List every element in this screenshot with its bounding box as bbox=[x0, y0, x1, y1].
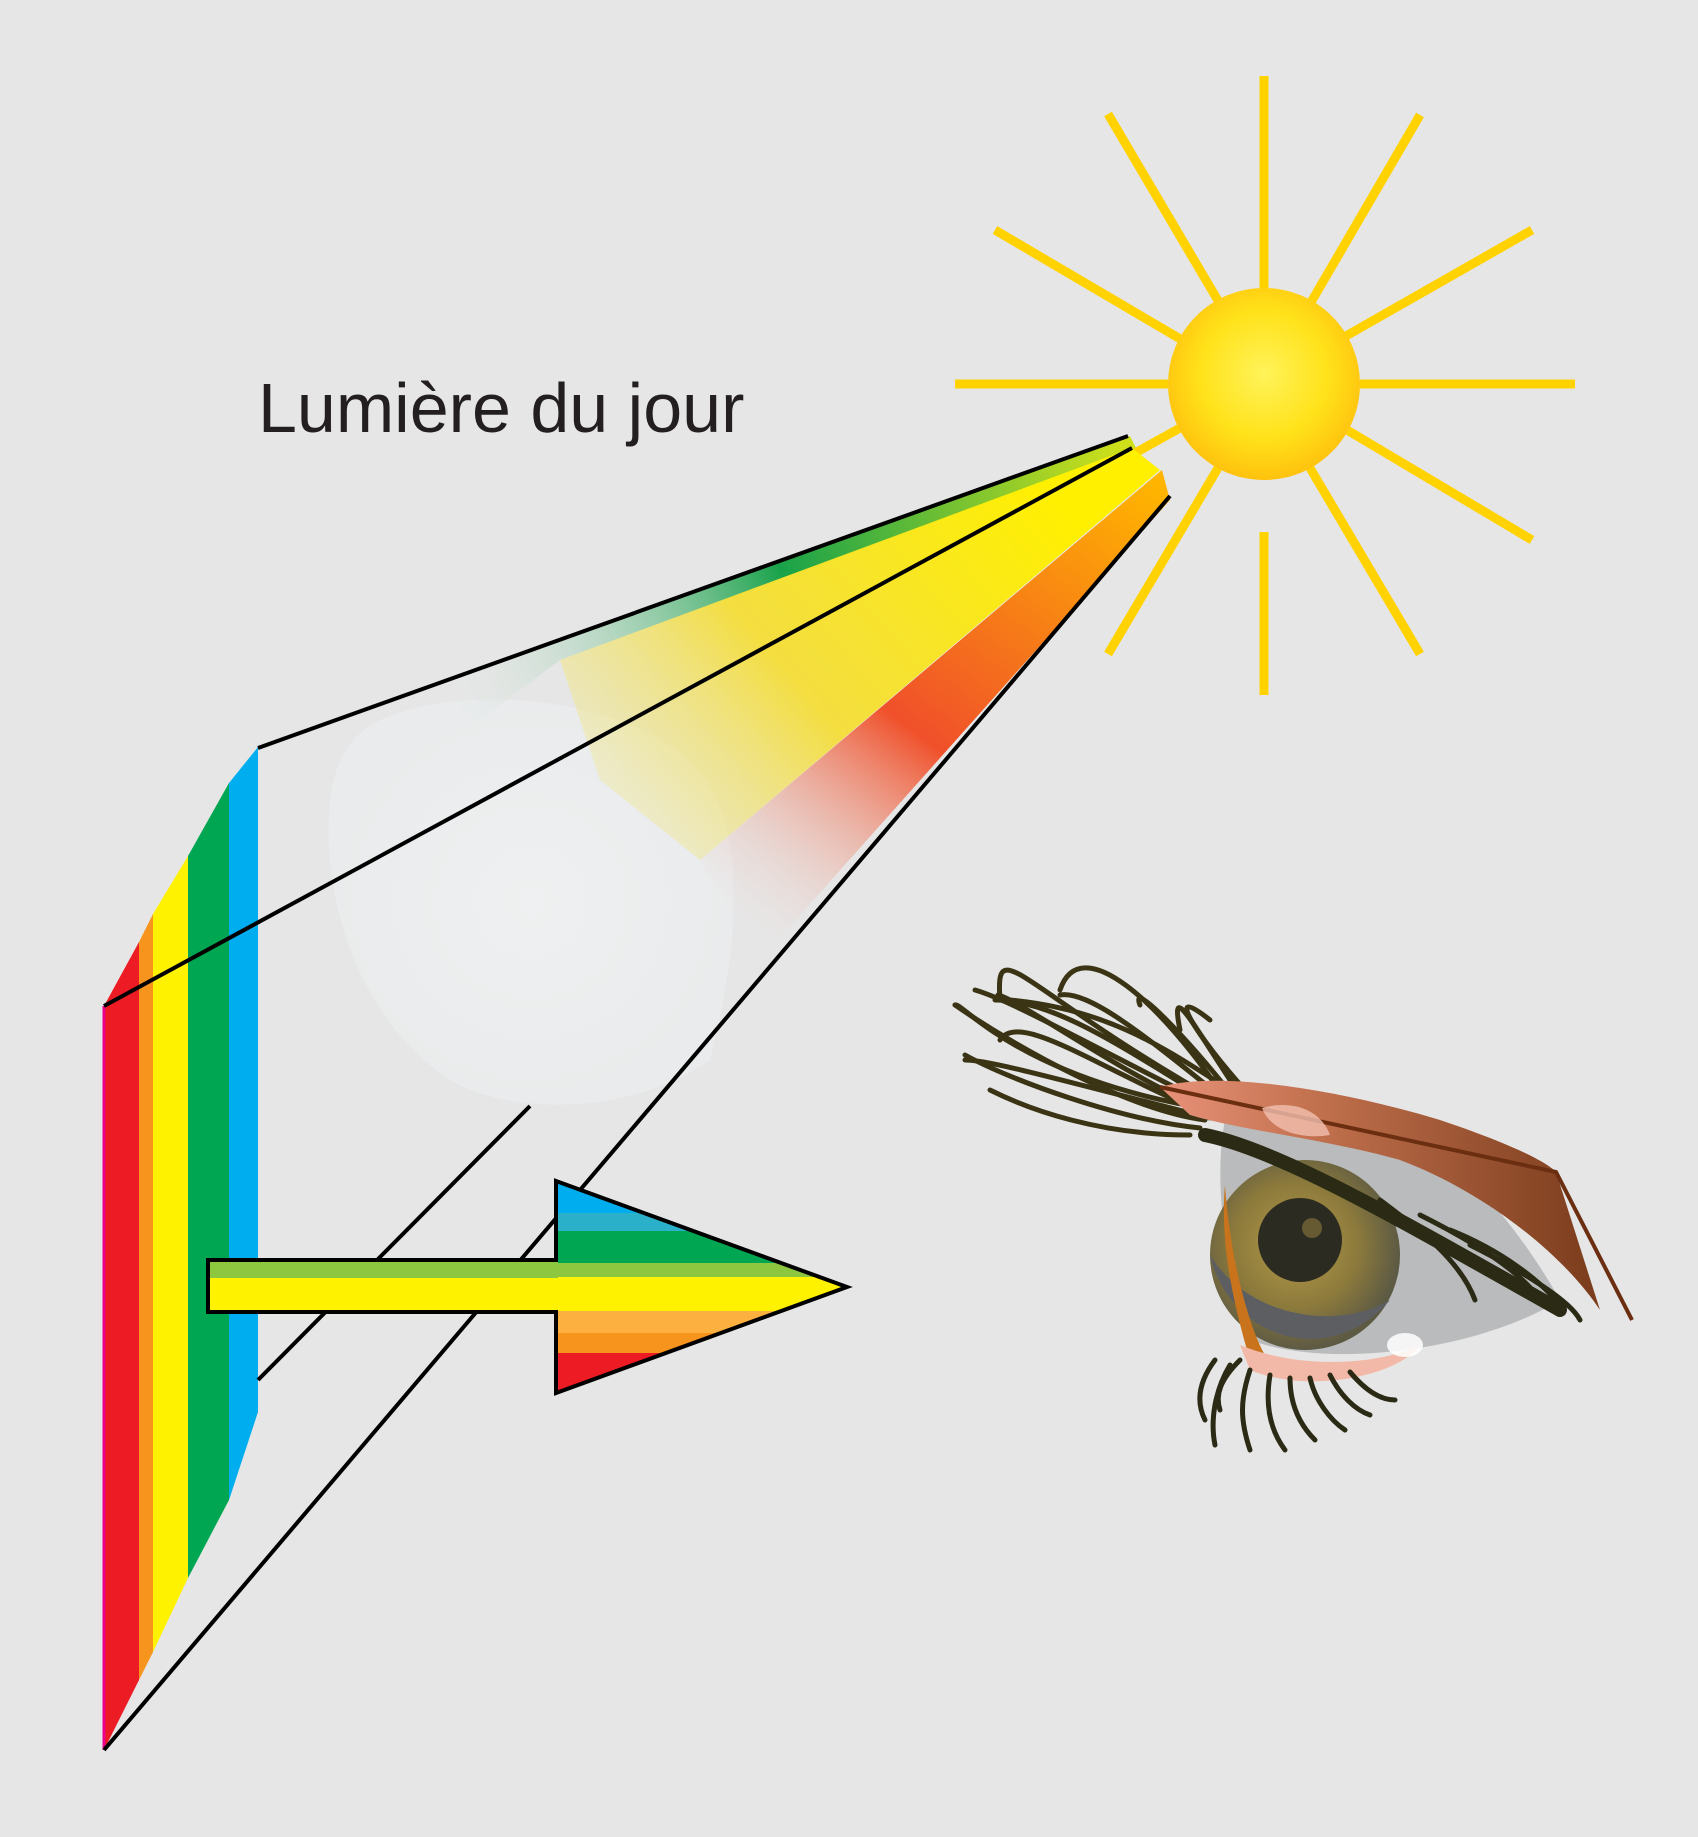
sun-icon bbox=[1168, 288, 1360, 480]
lower-eyelashes bbox=[1197, 1357, 1398, 1453]
sun-rays bbox=[955, 76, 1575, 695]
beam-lines bbox=[102, 434, 1172, 1752]
caption-daylight: Lumière du jour bbox=[258, 369, 745, 447]
eye-icon bbox=[952, 965, 1634, 1453]
rainbow-arrow-icon bbox=[206, 1178, 853, 1396]
red-beam bbox=[700, 470, 1170, 960]
yellow-beam bbox=[560, 448, 1160, 860]
spectrum-bands bbox=[102, 747, 258, 1750]
